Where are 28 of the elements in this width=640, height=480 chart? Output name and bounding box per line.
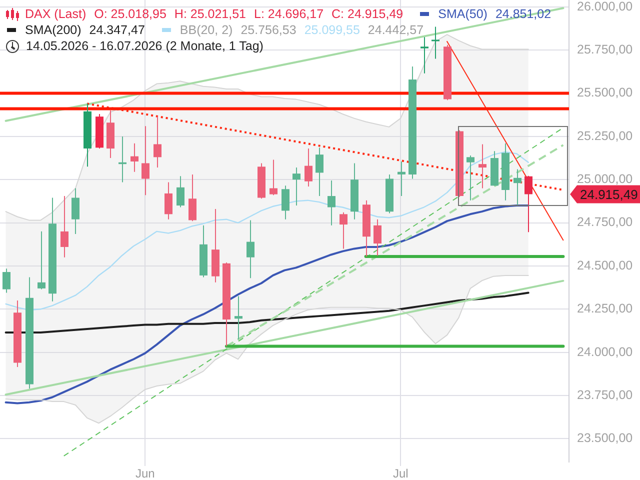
annotation: 24.347,47 (89, 22, 145, 38)
x-tick-label: Jul (392, 466, 408, 480)
legend-label: SMA(200) (25, 22, 82, 38)
annotation: C: 24.915,49 (332, 6, 404, 22)
annotation: L: 24.696,17 (254, 6, 324, 22)
y-tick-label: 23.500,00 (577, 431, 633, 446)
annotation: 24.851,02 (495, 6, 552, 22)
annotation: H: 25.021,51 (174, 6, 246, 22)
y-tick-label: 25.250,00 (577, 128, 633, 143)
y-tick-label: 24.750,00 (577, 215, 633, 230)
y-tick-label: 25.500,00 (577, 86, 633, 100)
legend-label: SMA(50) (438, 6, 488, 22)
y-tick-label: 24.250,00 (577, 302, 633, 316)
legend-label: BB(20, 2) (180, 22, 233, 38)
annotation: O: 25.018,95 (94, 6, 166, 22)
y-tick-label: 24.500,00 (577, 258, 633, 272)
annotation: 25.756,53 (240, 22, 296, 38)
x-tick-label: Jun (135, 466, 155, 480)
annotation: 14.05.2026 - 16.07.2026 (2 Monate, 1 Tag) (26, 38, 264, 54)
legend-label: DAX (Last) (25, 6, 86, 22)
text: 24.915,49 (580, 186, 638, 202)
y-tick-label: 24.000,00 (577, 344, 633, 359)
y-tick-label: 25.750,00 (577, 42, 633, 57)
y-tick-label: 25.000,00 (577, 172, 633, 186)
y-tick-label: 23.750,00 (577, 388, 633, 402)
annotation: 24.442,57 (368, 22, 424, 38)
annotation: 25.099,55 (304, 22, 360, 38)
y-tick-label: 26.000,00 (577, 0, 633, 14)
